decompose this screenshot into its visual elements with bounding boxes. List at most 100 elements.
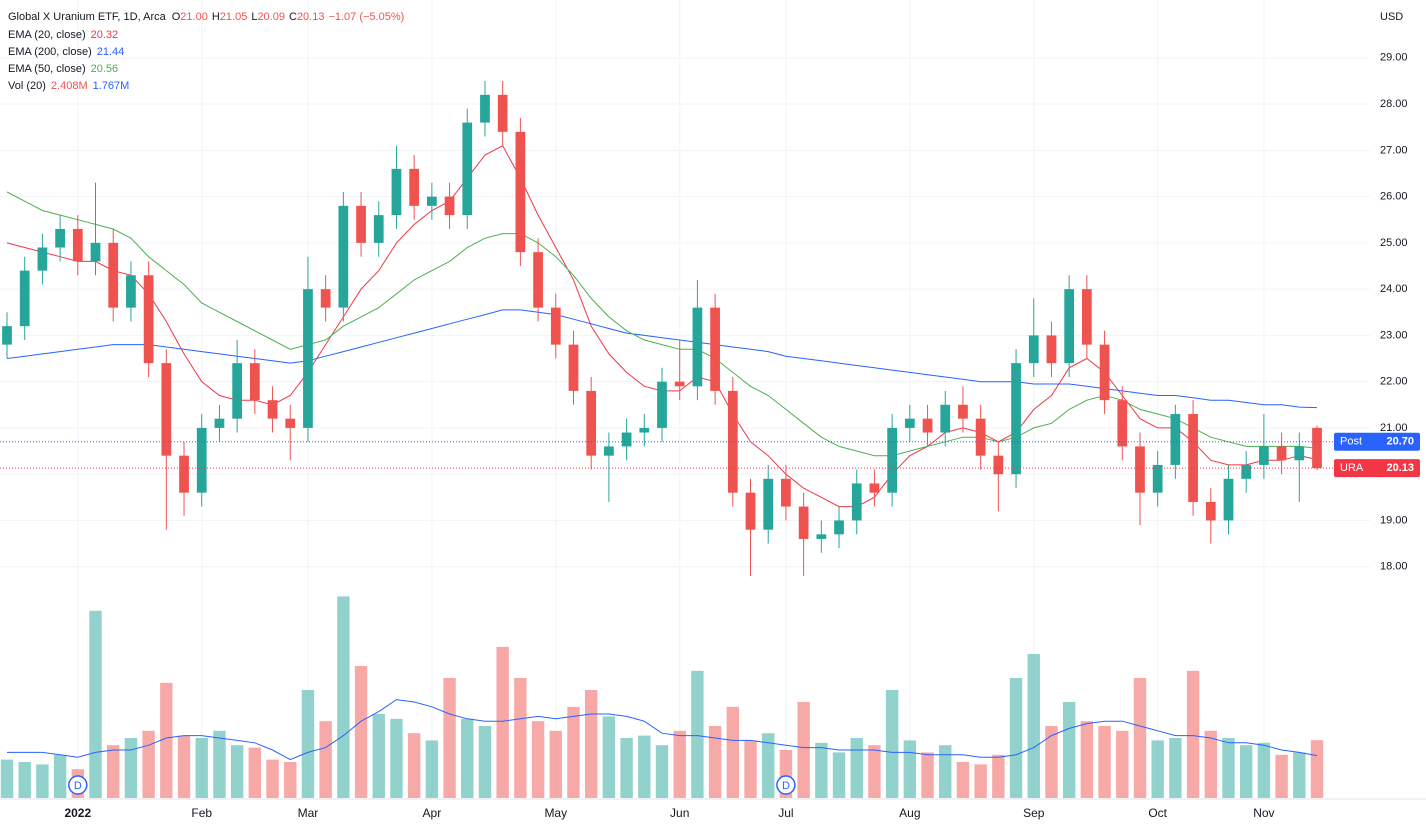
candle-body xyxy=(108,242,119,308)
candle-body xyxy=(19,270,30,327)
candle-body xyxy=(639,427,650,433)
volume-bar xyxy=(390,718,403,798)
candle-body xyxy=(993,455,1004,475)
volume-bar xyxy=(1310,740,1324,798)
legend-value: 21.00 xyxy=(180,11,208,23)
volume-bar xyxy=(443,678,456,798)
volume-bar xyxy=(425,740,439,798)
volume-bar xyxy=(673,730,686,798)
legend-indicator-value: 20.56 xyxy=(91,63,119,75)
candle-body xyxy=(426,196,437,206)
dividend-label: D xyxy=(74,780,82,792)
candle-body xyxy=(1294,446,1305,461)
candle-body xyxy=(267,400,278,419)
legend-row: EMA (50, close) 20.56 xyxy=(8,63,118,75)
ema-line xyxy=(6,309,1318,409)
candle-body xyxy=(1046,335,1057,364)
volume-bar xyxy=(1204,730,1217,798)
volume-bar xyxy=(956,762,970,798)
volume-bar xyxy=(939,745,952,798)
candle-body xyxy=(249,363,260,401)
candle-body xyxy=(497,94,508,132)
volume-bar xyxy=(797,702,810,798)
ema-line xyxy=(6,191,1318,457)
volume-bar xyxy=(567,706,580,798)
candle-body xyxy=(214,418,225,428)
candle-body xyxy=(798,506,809,539)
candle-body xyxy=(869,483,880,493)
volume-bar xyxy=(354,666,368,798)
candle-body xyxy=(1223,478,1234,521)
volume-bar xyxy=(885,690,899,798)
candle-body xyxy=(1312,427,1322,469)
legend-indicator-value: 2.408M xyxy=(51,80,88,92)
volume-pane xyxy=(0,596,1324,798)
volume-bar xyxy=(160,682,173,798)
volume-bar xyxy=(1062,702,1076,798)
volume-bar xyxy=(903,740,917,798)
volume-bar xyxy=(1009,678,1023,798)
volume-bar xyxy=(177,735,191,798)
y-tick-label: 28.00 xyxy=(1380,98,1408,110)
legend: Global X Uranium ETF, 1D, Arca O21.00 H21.… xyxy=(8,11,404,92)
volume-bar xyxy=(1169,738,1182,798)
y-tick-label: 24.00 xyxy=(1380,283,1408,295)
price-badge xyxy=(1334,459,1420,478)
candle-body xyxy=(143,275,154,364)
volume-bar xyxy=(850,738,863,798)
volume-bar xyxy=(549,730,562,798)
candle-body xyxy=(391,168,402,216)
candle-body xyxy=(196,427,207,493)
grid xyxy=(0,0,1370,798)
y-tick-label: 18.00 xyxy=(1380,561,1408,573)
candle-body xyxy=(303,289,313,428)
currency-label: USD xyxy=(1380,11,1403,23)
candle-body xyxy=(55,228,65,248)
x-tick-label: Jun xyxy=(670,806,689,820)
axes: 18.0019.0020.0021.0022.0023.0024.0025.00… xyxy=(0,52,1426,820)
dividend-label: D xyxy=(782,780,790,792)
volume-bar xyxy=(1293,752,1306,798)
candle-body xyxy=(674,381,685,387)
volume-bar xyxy=(1151,740,1164,798)
volume-bar xyxy=(407,733,421,798)
y-tick-label: 25.00 xyxy=(1380,237,1408,249)
legend-indicator-value: 21.44 xyxy=(97,46,125,58)
price-badge-name: URA xyxy=(1340,462,1364,474)
volume-bar xyxy=(53,754,67,798)
candle-body xyxy=(1188,414,1198,502)
volume-bar xyxy=(531,721,545,798)
candle-body xyxy=(621,432,632,447)
volume-bar xyxy=(284,762,297,798)
y-tick-label: 29.00 xyxy=(1380,52,1408,64)
dividend-marker xyxy=(68,775,88,795)
candle-body xyxy=(1135,446,1145,493)
volume-bar xyxy=(1257,742,1271,798)
volume-bar xyxy=(496,646,509,798)
volume-bar xyxy=(266,759,279,798)
volume-bar xyxy=(461,718,474,798)
candle-body xyxy=(975,418,986,456)
volume-bar xyxy=(248,747,262,798)
volume-bar xyxy=(18,762,31,798)
x-tick-label: May xyxy=(544,806,567,820)
candle-body xyxy=(586,390,597,456)
y-tick-label: 19.00 xyxy=(1380,514,1408,526)
candle-body xyxy=(37,247,48,271)
candle-body xyxy=(1241,464,1252,479)
x-tick-label: Mar xyxy=(298,806,319,820)
legend-row: EMA (20, close) 20.32 xyxy=(8,29,118,41)
legend-row: Vol (20) 2.408M 1.767M xyxy=(8,80,129,92)
volume-bar xyxy=(1045,726,1058,798)
legend-title: Global X Uranium ETF, 1D, Arca xyxy=(8,11,167,23)
candle-body xyxy=(356,205,366,243)
candle-body xyxy=(568,344,579,391)
volume-bar xyxy=(762,733,775,798)
volume-bar xyxy=(319,721,332,798)
y-tick-label: 21.00 xyxy=(1380,422,1408,434)
x-tick-label: 2022 xyxy=(64,806,91,820)
volume-bar xyxy=(1275,754,1288,798)
candle-body xyxy=(1276,446,1287,461)
candle-body xyxy=(1011,363,1021,475)
y-tick-label: 23.00 xyxy=(1380,329,1408,341)
